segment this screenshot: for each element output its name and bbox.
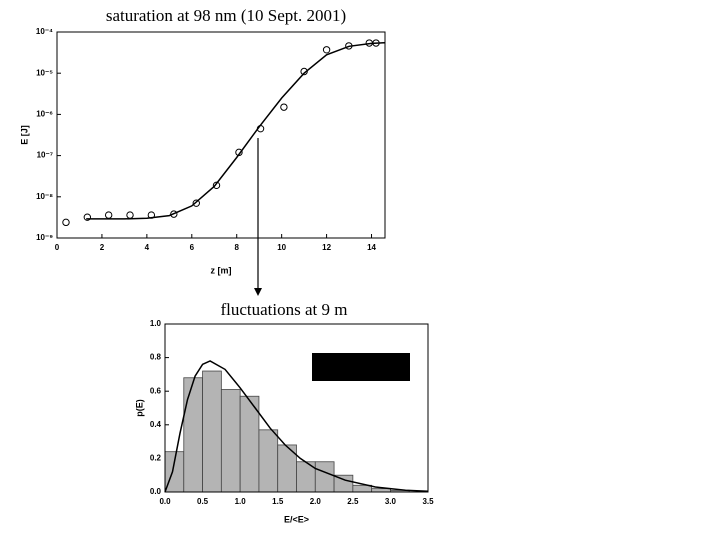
distribution-curve bbox=[164, 360, 429, 493]
y-tick-label: 10⁻⁵ bbox=[36, 68, 53, 77]
x-tick-label: 10 bbox=[277, 243, 286, 252]
x-tick-label: 0 bbox=[55, 243, 60, 252]
y-tick-label: 0.6 bbox=[150, 386, 162, 395]
x-tick-label: 1.5 bbox=[272, 497, 284, 506]
histogram-bar bbox=[202, 370, 222, 493]
x-tick-label: 12 bbox=[322, 243, 331, 252]
data-point bbox=[104, 211, 113, 219]
y-tick-label: 10⁻⁴ bbox=[36, 27, 53, 36]
fit-line bbox=[86, 41, 386, 220]
data-point bbox=[126, 211, 134, 219]
x-tick-label: 3.0 bbox=[385, 497, 397, 506]
x-tick-label: 4 bbox=[145, 243, 150, 252]
data-point bbox=[83, 213, 92, 221]
y-axis-label: E [J] bbox=[19, 125, 29, 145]
y-axis-label: p(E) bbox=[134, 399, 144, 417]
histogram-bar bbox=[183, 377, 203, 493]
plot-frame bbox=[56, 31, 386, 239]
x-tick-label: 1.0 bbox=[235, 497, 247, 506]
histogram-bar bbox=[220, 389, 241, 493]
x-tick-label: 14 bbox=[367, 243, 376, 252]
x-tick-label: 2.5 bbox=[347, 497, 359, 506]
y-tick-label: 10⁻⁷ bbox=[37, 151, 53, 160]
data-point bbox=[322, 46, 331, 54]
y-tick-label: 0.4 bbox=[150, 420, 162, 429]
plot-frame bbox=[164, 323, 429, 493]
redacted-box bbox=[312, 353, 410, 381]
histogram-bar bbox=[352, 484, 373, 493]
x-axis-label: z [m] bbox=[211, 265, 232, 275]
y-tick-label: 0.8 bbox=[150, 353, 162, 362]
y-tick-label: 10⁻⁸ bbox=[36, 192, 53, 201]
chart-title: fluctuations at 9 m bbox=[220, 300, 347, 319]
x-tick-label: 2 bbox=[100, 243, 105, 252]
y-tick-label: 10⁻⁹ bbox=[36, 233, 53, 242]
y-tick-label: 10⁻⁶ bbox=[36, 110, 53, 119]
x-axis-label: E/<E> bbox=[284, 514, 309, 524]
x-tick-label: 8 bbox=[234, 243, 239, 252]
x-tick-label: 0.5 bbox=[197, 497, 209, 506]
histogram-bar bbox=[258, 429, 279, 493]
x-tick-label: 0.0 bbox=[159, 497, 171, 506]
y-tick-label: 1.0 bbox=[150, 319, 162, 328]
arrow-head bbox=[254, 288, 262, 296]
x-tick-label: 3.5 bbox=[422, 497, 434, 506]
y-tick-label: 0.0 bbox=[150, 487, 162, 496]
data-point bbox=[212, 181, 221, 190]
data-point bbox=[192, 199, 200, 207]
y-tick-label: 0.2 bbox=[150, 454, 162, 463]
x-tick-label: 6 bbox=[190, 243, 195, 252]
histogram-bar bbox=[314, 461, 335, 493]
x-tick-label: 2.0 bbox=[310, 497, 322, 506]
data-point bbox=[280, 103, 288, 111]
chart-title: saturation at 98 nm (10 Sept. 2001) bbox=[106, 6, 346, 25]
histogram-bar bbox=[239, 395, 260, 493]
data-point bbox=[170, 210, 178, 218]
histogram-bar bbox=[371, 488, 391, 493]
data-point bbox=[62, 218, 70, 227]
